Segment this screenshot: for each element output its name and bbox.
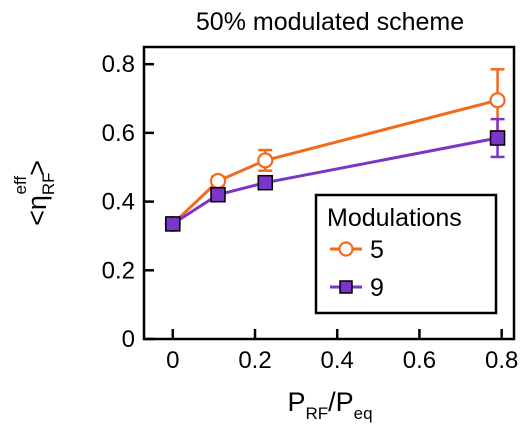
x-tick-label: 0.4 bbox=[321, 347, 354, 374]
y-label-sub: RF bbox=[39, 172, 58, 195]
data-point bbox=[489, 130, 506, 146]
x-label-sub2: eq bbox=[354, 404, 373, 423]
x-tick-label: 0.6 bbox=[403, 347, 436, 374]
y-axis: 0 0.2 0.4 0.6 0.8 bbox=[102, 51, 154, 353]
data-point bbox=[489, 92, 506, 109]
x-tick-label: 0.2 bbox=[238, 347, 271, 374]
legend: Modulations 5 9 bbox=[314, 193, 498, 315]
data-point bbox=[165, 216, 181, 232]
legend-marker-5 bbox=[338, 241, 354, 257]
series-line-5 bbox=[171, 98, 498, 226]
x-tick-label: 0 bbox=[166, 347, 179, 374]
series-layer bbox=[164, 68, 506, 233]
y-label-pre: <η bbox=[22, 195, 52, 226]
y-label-post: > bbox=[22, 160, 52, 176]
legend-entry-9: 9 bbox=[370, 274, 384, 302]
data-point bbox=[257, 174, 274, 191]
data-point bbox=[209, 172, 227, 190]
series-9 bbox=[165, 117, 506, 232]
y-tick-label: 0.4 bbox=[102, 189, 135, 216]
legend-marker-9 bbox=[339, 280, 353, 294]
data-point bbox=[257, 152, 274, 169]
x-tick-label: 0.8 bbox=[485, 347, 518, 374]
x-axis: 0 0.2 0.4 0.6 0.8 bbox=[166, 329, 518, 374]
chart-title: 50% modulated scheme bbox=[196, 8, 464, 36]
y-label-sup: eff bbox=[11, 176, 30, 195]
data-point bbox=[210, 186, 226, 203]
legend-entry-5: 5 bbox=[370, 236, 384, 264]
legend-title: Modulations bbox=[327, 204, 462, 232]
y-tick-label: 0.2 bbox=[102, 257, 135, 284]
y-tick-label: 0 bbox=[122, 326, 135, 353]
series-line-9 bbox=[171, 136, 498, 226]
y-tick-label: 0.6 bbox=[102, 120, 135, 147]
x-axis-label: PRF/Peq bbox=[287, 387, 372, 423]
svg-text:<ηRFeff>: <ηRF eff> bbox=[11, 160, 58, 226]
x-label-main: P bbox=[287, 387, 305, 417]
x-label-sub1: RF bbox=[305, 404, 328, 423]
y-tick-label: 0.8 bbox=[102, 51, 135, 78]
plot-frame bbox=[142, 45, 516, 341]
y-axis-label: <ηRF eff> bbox=[11, 160, 58, 226]
x-label-sep: /P bbox=[328, 387, 354, 417]
